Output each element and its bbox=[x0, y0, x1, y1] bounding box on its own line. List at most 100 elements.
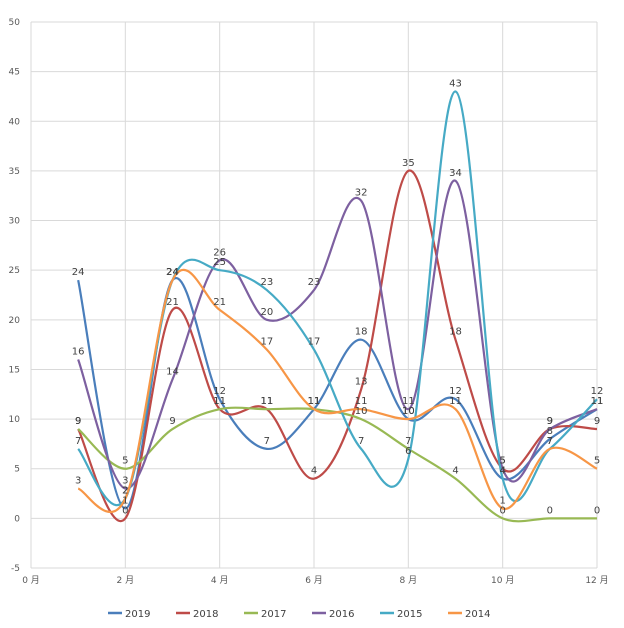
grid bbox=[30, 21, 598, 569]
data-label-2019: 18 bbox=[355, 327, 368, 338]
data-label-2015: 7 bbox=[75, 436, 81, 447]
legend-label-2015: 2015 bbox=[397, 609, 422, 620]
data-label-2019: 11 bbox=[591, 396, 604, 407]
data-label-2016: 20 bbox=[260, 307, 273, 318]
data-label-2019: 1 bbox=[122, 495, 128, 506]
data-label-2016: 9 bbox=[547, 416, 553, 427]
legend-label-2017: 2017 bbox=[261, 609, 286, 620]
data-label-2017: 9 bbox=[75, 416, 81, 427]
data-label-2014: 2 bbox=[122, 486, 128, 497]
data-label-2015: 25 bbox=[213, 257, 226, 268]
y-tick-label: 35 bbox=[9, 167, 20, 177]
x-tick-label: 6 月 bbox=[305, 575, 323, 586]
data-label-2016: 32 bbox=[355, 188, 368, 199]
data-label-2015: 24 bbox=[166, 267, 179, 278]
data-label-2019: 12 bbox=[449, 386, 462, 397]
data-label-2016: 16 bbox=[72, 347, 85, 358]
data-label-2018: 9 bbox=[594, 416, 600, 427]
data-label-2014: 1 bbox=[499, 495, 505, 506]
data-label-2014: 11 bbox=[308, 396, 321, 407]
data-label-2016: 34 bbox=[449, 168, 462, 179]
series-line-2016 bbox=[77, 179, 598, 490]
data-label-2017: 0 bbox=[547, 505, 553, 516]
data-label-2019: 24 bbox=[166, 267, 179, 278]
data-label-2015: 43 bbox=[449, 78, 462, 89]
data-label-2017: 11 bbox=[213, 396, 226, 407]
legend-label-2016: 2016 bbox=[329, 609, 354, 620]
data-label-2016: 23 bbox=[308, 277, 321, 288]
data-label-2015: 17 bbox=[308, 337, 321, 348]
data-label-2019: 4 bbox=[499, 466, 505, 477]
y-tick-label: 30 bbox=[9, 217, 21, 227]
data-label-2019: 24 bbox=[72, 267, 85, 278]
y-tick-label: 15 bbox=[9, 365, 20, 375]
y-tick-label: 25 bbox=[9, 266, 20, 276]
x-tick-label: 8 月 bbox=[400, 575, 418, 586]
data-label-2019: 12 bbox=[213, 386, 226, 397]
y-tick-label: 20 bbox=[9, 316, 21, 326]
legend-label-2019: 2019 bbox=[125, 609, 150, 620]
data-label-2015: 7 bbox=[358, 436, 364, 447]
data-label-2017: 0 bbox=[594, 505, 600, 516]
data-label-2016: 14 bbox=[166, 366, 179, 377]
data-label-2018: 0 bbox=[122, 505, 128, 516]
x-tick-label: 0 月 bbox=[22, 575, 40, 586]
y-tick-label: 10 bbox=[9, 415, 21, 425]
legend-label-2018: 2018 bbox=[193, 609, 218, 620]
data-label-2014: 5 bbox=[594, 456, 600, 467]
data-label-2015: 2 bbox=[122, 486, 128, 497]
x-tick-label: 10 月 bbox=[491, 575, 514, 586]
y-tick-label: 45 bbox=[9, 68, 20, 78]
series-line-2014 bbox=[77, 268, 598, 514]
data-label-2016: 26 bbox=[213, 247, 226, 258]
series-line-2019 bbox=[77, 276, 598, 510]
series-line-2018 bbox=[77, 169, 598, 523]
data-label-2016: 3 bbox=[122, 476, 128, 487]
legend: 2019 2018 2017 2016 2015 2014 bbox=[108, 609, 490, 620]
data-label-2017: 11 bbox=[308, 396, 321, 407]
y-tick-label: -5 bbox=[11, 564, 20, 574]
y-tick-label: 5 bbox=[14, 465, 20, 475]
series-line-2017 bbox=[77, 406, 597, 523]
data-label-2016: 11 bbox=[591, 396, 604, 407]
data-label-2018: 21 bbox=[166, 297, 179, 308]
data-label-2014: 17 bbox=[260, 337, 273, 348]
data-label-2019: 11 bbox=[308, 396, 321, 407]
data-label-2018: 9 bbox=[547, 416, 553, 427]
x-tick-label: 12 月 bbox=[585, 575, 608, 586]
data-label-2014: 7 bbox=[547, 436, 553, 447]
legend-label-2014: 2014 bbox=[465, 609, 490, 620]
data-label-2015: 7 bbox=[547, 436, 553, 447]
data-label-2018: 35 bbox=[402, 158, 415, 169]
data-label-2014: 21 bbox=[213, 297, 226, 308]
data-label-2016: 11 bbox=[402, 396, 415, 407]
data-label-2018: 11 bbox=[260, 396, 273, 407]
data-label-2018: 5 bbox=[499, 456, 505, 467]
data-label-2014: 10 bbox=[402, 406, 415, 417]
data-label-2015: 6 bbox=[405, 446, 411, 457]
data-label-2014: 11 bbox=[449, 396, 462, 407]
data-label-2017: 10 bbox=[355, 406, 368, 417]
series-lines bbox=[77, 90, 598, 523]
data-label-2018: 18 bbox=[449, 327, 462, 338]
data-label-2018: 13 bbox=[355, 376, 368, 387]
x-tick-label: 2 月 bbox=[117, 575, 135, 586]
data-label-2014: 24 bbox=[166, 267, 179, 278]
data-label-2015: 4 bbox=[499, 466, 505, 477]
data-label-2017: 7 bbox=[405, 436, 411, 447]
data-label-2017: 11 bbox=[260, 396, 273, 407]
y-tick-label: 40 bbox=[9, 117, 21, 127]
data-label-2019: 8 bbox=[547, 426, 553, 437]
data-label-2018: 4 bbox=[311, 466, 317, 477]
x-tick-label: 4 月 bbox=[211, 575, 229, 586]
data-label-2015: 23 bbox=[260, 277, 273, 288]
y-tick-label: 0 bbox=[14, 514, 20, 524]
data-label-2014: 11 bbox=[355, 396, 368, 407]
data-label-2019: 10 bbox=[402, 406, 415, 417]
data-label-2018: 11 bbox=[213, 396, 226, 407]
data-label-2017: 4 bbox=[452, 466, 458, 477]
y-tick-label: 50 bbox=[9, 18, 21, 28]
data-label-2017: 5 bbox=[122, 456, 128, 467]
